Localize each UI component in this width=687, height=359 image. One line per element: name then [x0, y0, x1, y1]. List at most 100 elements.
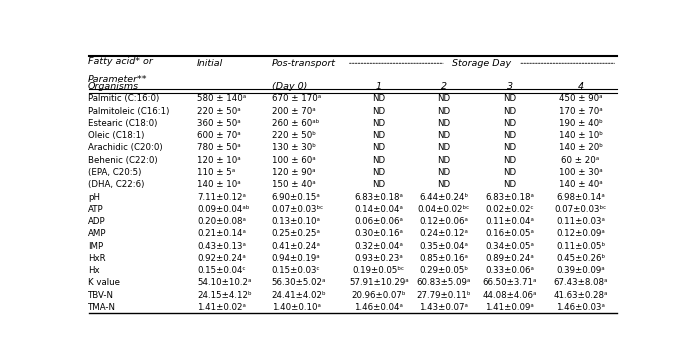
- Text: 56.30±5.02ᵃ: 56.30±5.02ᵃ: [271, 278, 326, 287]
- Text: 1.41±0.09ᵃ: 1.41±0.09ᵃ: [485, 303, 534, 312]
- Text: ND: ND: [437, 119, 450, 128]
- Text: 0.11±0.05ᵇ: 0.11±0.05ᵇ: [556, 242, 605, 251]
- Text: 41.63±0.28ᵃ: 41.63±0.28ᵃ: [553, 290, 608, 299]
- Text: 140 ± 20ᵇ: 140 ± 20ᵇ: [559, 144, 602, 153]
- Text: 1: 1: [376, 83, 382, 92]
- Text: 260 ± 60ᵃᵇ: 260 ± 60ᵃᵇ: [271, 119, 319, 128]
- Text: 57.91±10.29ᵃ: 57.91±10.29ᵃ: [349, 278, 409, 287]
- Text: 27.79±0.11ᵇ: 27.79±0.11ᵇ: [416, 290, 471, 299]
- Text: 0.32±0.04ᵃ: 0.32±0.04ᵃ: [354, 242, 403, 251]
- Text: HxR: HxR: [88, 254, 106, 263]
- Text: Oleic (C18:1): Oleic (C18:1): [88, 131, 144, 140]
- Text: ND: ND: [372, 168, 385, 177]
- Text: 24.15±4.12ᵇ: 24.15±4.12ᵇ: [197, 290, 251, 299]
- Text: ATP: ATP: [88, 205, 104, 214]
- Text: Organisms: Organisms: [88, 83, 139, 92]
- Text: 600 ± 70ᵃ: 600 ± 70ᵃ: [197, 131, 240, 140]
- Text: ND: ND: [503, 180, 516, 189]
- Text: 24.41±4.02ᵇ: 24.41±4.02ᵇ: [271, 290, 326, 299]
- Text: Behenic (C22:0): Behenic (C22:0): [88, 156, 157, 165]
- Text: 0.45±0.26ᵇ: 0.45±0.26ᵇ: [556, 254, 605, 263]
- Text: 0.93±0.23ᵃ: 0.93±0.23ᵃ: [354, 254, 403, 263]
- Text: 0.25±0.25ᵃ: 0.25±0.25ᵃ: [271, 229, 321, 238]
- Text: 1.43±0.07ᵃ: 1.43±0.07ᵃ: [419, 303, 468, 312]
- Text: 200 ± 70ᵃ: 200 ± 70ᵃ: [271, 107, 315, 116]
- Text: ND: ND: [372, 119, 385, 128]
- Text: 0.29±0.05ᵇ: 0.29±0.05ᵇ: [419, 266, 468, 275]
- Text: Estearic (C18:0): Estearic (C18:0): [88, 119, 157, 128]
- Text: 450 ± 90ᵃ: 450 ± 90ᵃ: [559, 94, 602, 103]
- Text: 54.10±10.2ᵃ: 54.10±10.2ᵃ: [197, 278, 251, 287]
- Text: pH: pH: [88, 192, 100, 201]
- Text: 0.11±0.03ᵃ: 0.11±0.03ᵃ: [556, 217, 605, 226]
- Text: 100 ± 30ᵃ: 100 ± 30ᵃ: [559, 168, 602, 177]
- Text: ND: ND: [372, 144, 385, 153]
- Text: 0.12±0.09ᵃ: 0.12±0.09ᵃ: [556, 229, 605, 238]
- Text: 0.12±0.06ᵃ: 0.12±0.06ᵃ: [419, 217, 468, 226]
- Text: 1.41±0.02ᵃ: 1.41±0.02ᵃ: [197, 303, 246, 312]
- Text: 20.96±0.07ᵇ: 20.96±0.07ᵇ: [352, 290, 406, 299]
- Text: Palmitic (C:16:0): Palmitic (C:16:0): [88, 94, 159, 103]
- Text: 0.02±0.02ᶜ: 0.02±0.02ᶜ: [486, 205, 534, 214]
- Text: 67.43±8.08ᵃ: 67.43±8.08ᵃ: [553, 278, 608, 287]
- Text: Hx: Hx: [88, 266, 100, 275]
- Text: 6.90±0.15ᵃ: 6.90±0.15ᵃ: [271, 192, 320, 201]
- Text: ND: ND: [437, 94, 450, 103]
- Text: 580 ± 140ᵃ: 580 ± 140ᵃ: [197, 94, 246, 103]
- Text: 100 ± 60ᵃ: 100 ± 60ᵃ: [271, 156, 315, 165]
- Text: 0.09±0.04ᵃᵇ: 0.09±0.04ᵃᵇ: [197, 205, 249, 214]
- Text: 4: 4: [578, 83, 583, 92]
- Text: 780 ± 50ᵃ: 780 ± 50ᵃ: [197, 144, 240, 153]
- Text: 0.04±0.02ᵇᶜ: 0.04±0.02ᵇᶜ: [418, 205, 470, 214]
- Text: 60 ± 20ᵃ: 60 ± 20ᵃ: [561, 156, 600, 165]
- Text: 120 ± 90ᵃ: 120 ± 90ᵃ: [271, 168, 315, 177]
- Text: 60.83±5.09ᵃ: 60.83±5.09ᵃ: [416, 278, 471, 287]
- Text: 140 ± 40ᵃ: 140 ± 40ᵃ: [559, 180, 602, 189]
- Text: ND: ND: [437, 144, 450, 153]
- Text: 0.07±0.03ᵇᶜ: 0.07±0.03ᵇᶜ: [554, 205, 607, 214]
- Text: 7.11±0.12ᵃ: 7.11±0.12ᵃ: [197, 192, 246, 201]
- Text: IMP: IMP: [88, 242, 103, 251]
- Text: 66.50±3.71ᵃ: 66.50±3.71ᵃ: [482, 278, 537, 287]
- Text: 150 ± 40ᵃ: 150 ± 40ᵃ: [271, 180, 315, 189]
- Text: 0.11±0.04ᵃ: 0.11±0.04ᵃ: [485, 217, 534, 226]
- Text: Initial: Initial: [197, 59, 223, 68]
- Text: 130 ± 30ᵇ: 130 ± 30ᵇ: [271, 144, 315, 153]
- Text: 1.40±0.10ᵃ: 1.40±0.10ᵃ: [271, 303, 321, 312]
- Text: AMP: AMP: [88, 229, 106, 238]
- Text: TMA-N: TMA-N: [88, 303, 116, 312]
- Text: 3: 3: [507, 83, 513, 92]
- Text: ND: ND: [503, 94, 516, 103]
- Text: 140 ± 10ᵃ: 140 ± 10ᵃ: [197, 180, 240, 189]
- Text: TBV-N: TBV-N: [88, 290, 114, 299]
- Text: 0.07±0.03ᵇᶜ: 0.07±0.03ᵇᶜ: [271, 205, 324, 214]
- Text: 0.30±0.16ᵃ: 0.30±0.16ᵃ: [354, 229, 403, 238]
- Text: 6.44±0.24ᵇ: 6.44±0.24ᵇ: [419, 192, 469, 201]
- Text: Pos-transport: Pos-transport: [271, 59, 336, 68]
- Text: 0.39±0.09ᵃ: 0.39±0.09ᵃ: [556, 266, 605, 275]
- Text: 220 ± 50ᵃ: 220 ± 50ᵃ: [197, 107, 240, 116]
- Text: 0.19±0.05ᵇᶜ: 0.19±0.05ᵇᶜ: [352, 266, 405, 275]
- Text: ND: ND: [372, 131, 385, 140]
- Text: ND: ND: [437, 168, 450, 177]
- Text: ND: ND: [503, 156, 516, 165]
- Text: 0.21±0.14ᵃ: 0.21±0.14ᵃ: [197, 229, 246, 238]
- Text: 0.94±0.19ᵃ: 0.94±0.19ᵃ: [271, 254, 320, 263]
- Text: 0.15±0.03ᶜ: 0.15±0.03ᶜ: [271, 266, 320, 275]
- Text: 0.35±0.04ᵃ: 0.35±0.04ᵃ: [419, 242, 468, 251]
- Text: 190 ± 40ᵇ: 190 ± 40ᵇ: [559, 119, 602, 128]
- Text: ND: ND: [503, 168, 516, 177]
- Text: ADP: ADP: [88, 217, 106, 226]
- Text: 120 ± 10ᵃ: 120 ± 10ᵃ: [197, 156, 240, 165]
- Text: 1.46±0.03ᵃ: 1.46±0.03ᵃ: [556, 303, 605, 312]
- Text: ND: ND: [503, 107, 516, 116]
- Text: 220 ± 50ᵇ: 220 ± 50ᵇ: [271, 131, 315, 140]
- Text: 0.33±0.06ᵃ: 0.33±0.06ᵃ: [485, 266, 534, 275]
- Text: ND: ND: [372, 180, 385, 189]
- Text: 6.98±0.14ᵃ: 6.98±0.14ᵃ: [556, 192, 605, 201]
- Text: ND: ND: [437, 131, 450, 140]
- Text: ND: ND: [503, 119, 516, 128]
- Text: 0.34±0.05ᵃ: 0.34±0.05ᵃ: [485, 242, 534, 251]
- Text: ND: ND: [372, 94, 385, 103]
- Text: 6.83±0.18ᵃ: 6.83±0.18ᵃ: [485, 192, 534, 201]
